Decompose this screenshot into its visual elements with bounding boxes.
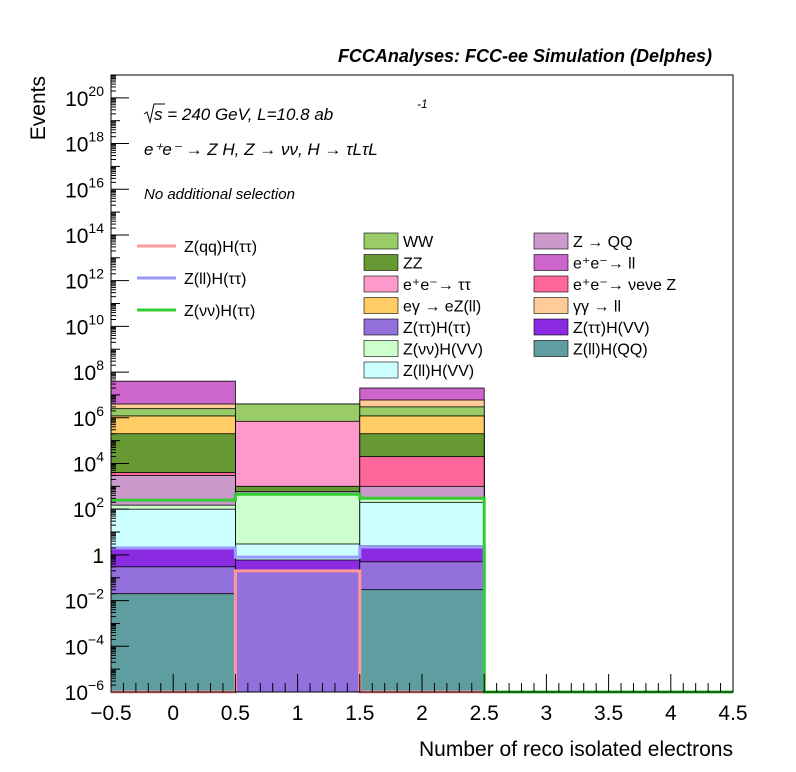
legend-label: Z(νν)H(ττ)	[184, 303, 255, 320]
y-tick-label: 10−4	[65, 631, 105, 659]
svg-text:s = 240 GeV, L=10.8 ab: s = 240 GeV, L=10.8 ab	[154, 105, 333, 124]
legend-label: eγ → eZ(ll)	[403, 299, 481, 316]
legend-label: WW	[403, 234, 434, 251]
y-tick-exponent: 14	[88, 220, 104, 236]
legend-box-swatch	[363, 340, 399, 357]
legend-label: e⁺e⁻→ νeνe Z	[573, 277, 676, 294]
energy-exponent: -1	[417, 97, 428, 111]
y-axis-label: Events	[27, 76, 50, 140]
y-tick-exponent: 18	[88, 129, 104, 145]
y-tick-label: 1020	[65, 83, 104, 111]
y-tick-label: 1014	[65, 220, 104, 248]
x-tick-label: 1	[292, 702, 304, 725]
legend-box-swatch	[363, 275, 399, 293]
x-tick-label: 0.5	[221, 702, 250, 725]
legend-label: Z(ll)H(ττ)	[184, 271, 246, 288]
energy-text: = 240 GeV, L=10.8 ab	[163, 105, 334, 124]
selection-annotation: No additional selection	[144, 186, 295, 203]
y-tick-exponent: 2	[96, 494, 104, 510]
y-tick-label: 10−6	[65, 677, 105, 705]
y-tick-label: 102	[73, 494, 104, 522]
x-tick-label: 4	[665, 702, 677, 725]
legend-box-swatch	[533, 254, 569, 271]
legend-box-swatch	[533, 232, 569, 250]
energy-annotation: s = 240 GeV, L=10.8 ab -1	[143, 97, 428, 124]
y-tick-labels: 10−610−410−21102104106108101010121014101…	[65, 83, 105, 705]
legend-label: γγ → ll	[573, 299, 621, 316]
y-tick-label: 10−2	[65, 586, 105, 614]
legend-box-swatch	[533, 275, 569, 293]
y-tick-exponent: −2	[88, 586, 104, 602]
legend-label: Z(ll)H(VV)	[403, 363, 474, 380]
y-tick-exponent: 8	[96, 357, 104, 373]
legend-label: Z(νν)H(VV)	[403, 342, 483, 359]
y-tick-label: 108	[73, 357, 104, 385]
y-tick-exponent: 20	[88, 83, 104, 99]
x-tick-label: 2.5	[470, 702, 499, 725]
y-tick-label: 104	[73, 448, 104, 476]
legend-box-swatch	[363, 254, 399, 271]
sqrt-sign	[143, 103, 165, 124]
legend-label: e⁺e⁻→ ll	[573, 256, 635, 273]
process-annotation: e⁺e⁻ → Z H, Z → νν, H → τLτL	[144, 140, 378, 159]
y-tick-base: 10	[65, 636, 88, 659]
y-tick-label: 1016	[65, 174, 104, 202]
y-tick-base: 10	[65, 88, 88, 111]
x-axis-label: Number of reco isolated electrons	[419, 738, 733, 761]
y-tick-label: 1010	[65, 311, 104, 339]
legend-label: ZZ	[403, 256, 423, 273]
y-tick-base: 10	[73, 453, 96, 476]
x-tick-label: 2	[416, 702, 428, 725]
y-tick-base: 10	[65, 271, 88, 294]
y-tick-label: 1	[92, 545, 104, 568]
y-tick-label: 106	[73, 403, 104, 431]
legend-box-swatch	[363, 232, 399, 250]
legend-box-swatch	[533, 297, 569, 314]
legend-box-swatch	[533, 340, 569, 357]
y-tick-label: 1012	[65, 266, 104, 294]
legend-box-swatch	[363, 361, 399, 379]
stacked-bars	[110, 380, 485, 693]
stack-bar	[234, 570, 361, 693]
legend-box-swatch	[363, 297, 399, 314]
y-tick-base: 10	[65, 179, 88, 202]
y-tick-exponent: −4	[88, 631, 104, 647]
legend-label: Z(ττ)H(ττ)	[403, 320, 471, 337]
y-tick-exponent: 6	[96, 403, 104, 419]
y-tick-base: 10	[73, 499, 96, 522]
legend-box-swatch	[533, 318, 569, 336]
x-tick-label: 1.5	[345, 702, 374, 725]
y-tick-exponent: 12	[88, 266, 104, 282]
legend-label: e⁺e⁻→ ττ	[403, 277, 471, 294]
legend: Z(qq)H(ττ) Z(ll)H(ττ) Z(νν)H(ττ) WW ZZ e⁺e⁻→ …	[137, 232, 676, 380]
y-tick-base: 10	[65, 225, 88, 248]
y-tick-base: 10	[65, 591, 88, 614]
y-tick-base: 10	[65, 134, 88, 157]
legend-label: Z(ττ)H(VV)	[573, 320, 650, 337]
legend-label: Z(qq)H(ττ)	[184, 239, 257, 256]
y-tick-base: 10	[65, 682, 88, 705]
sqrt-arg: s	[154, 105, 163, 124]
x-tick-label: −0.5	[90, 702, 131, 725]
x-tick-label: 3.5	[594, 702, 623, 725]
y-tick-label: 1018	[65, 129, 104, 157]
y-tick-exponent: 4	[96, 448, 104, 464]
y-tick-exponent: −6	[88, 677, 104, 693]
x-tick-label: 0	[167, 702, 179, 725]
y-tick-exponent: 16	[88, 174, 104, 190]
x-tick-label: 3	[541, 702, 553, 725]
y-tick-base: 10	[73, 362, 96, 385]
legend-label: Z → QQ	[573, 234, 633, 251]
plot-frame	[110, 74, 734, 693]
chart-title: FCCAnalyses: FCC-ee Simulation (Delphes)	[338, 46, 712, 66]
y-tick-base: 10	[73, 408, 96, 431]
y-tick-base: 1	[92, 545, 104, 568]
y-tick-exponent: 10	[88, 311, 104, 327]
legend-box-swatch	[363, 318, 399, 336]
y-tick-base: 10	[65, 316, 88, 339]
legend-label: Z(ll)H(QQ)	[573, 342, 648, 359]
x-tick-label: 4.5	[718, 702, 747, 725]
x-tick-labels: −0.5 0 0.5 1 1.5 2 2.5 3 3.5 4 4.5	[90, 702, 747, 725]
